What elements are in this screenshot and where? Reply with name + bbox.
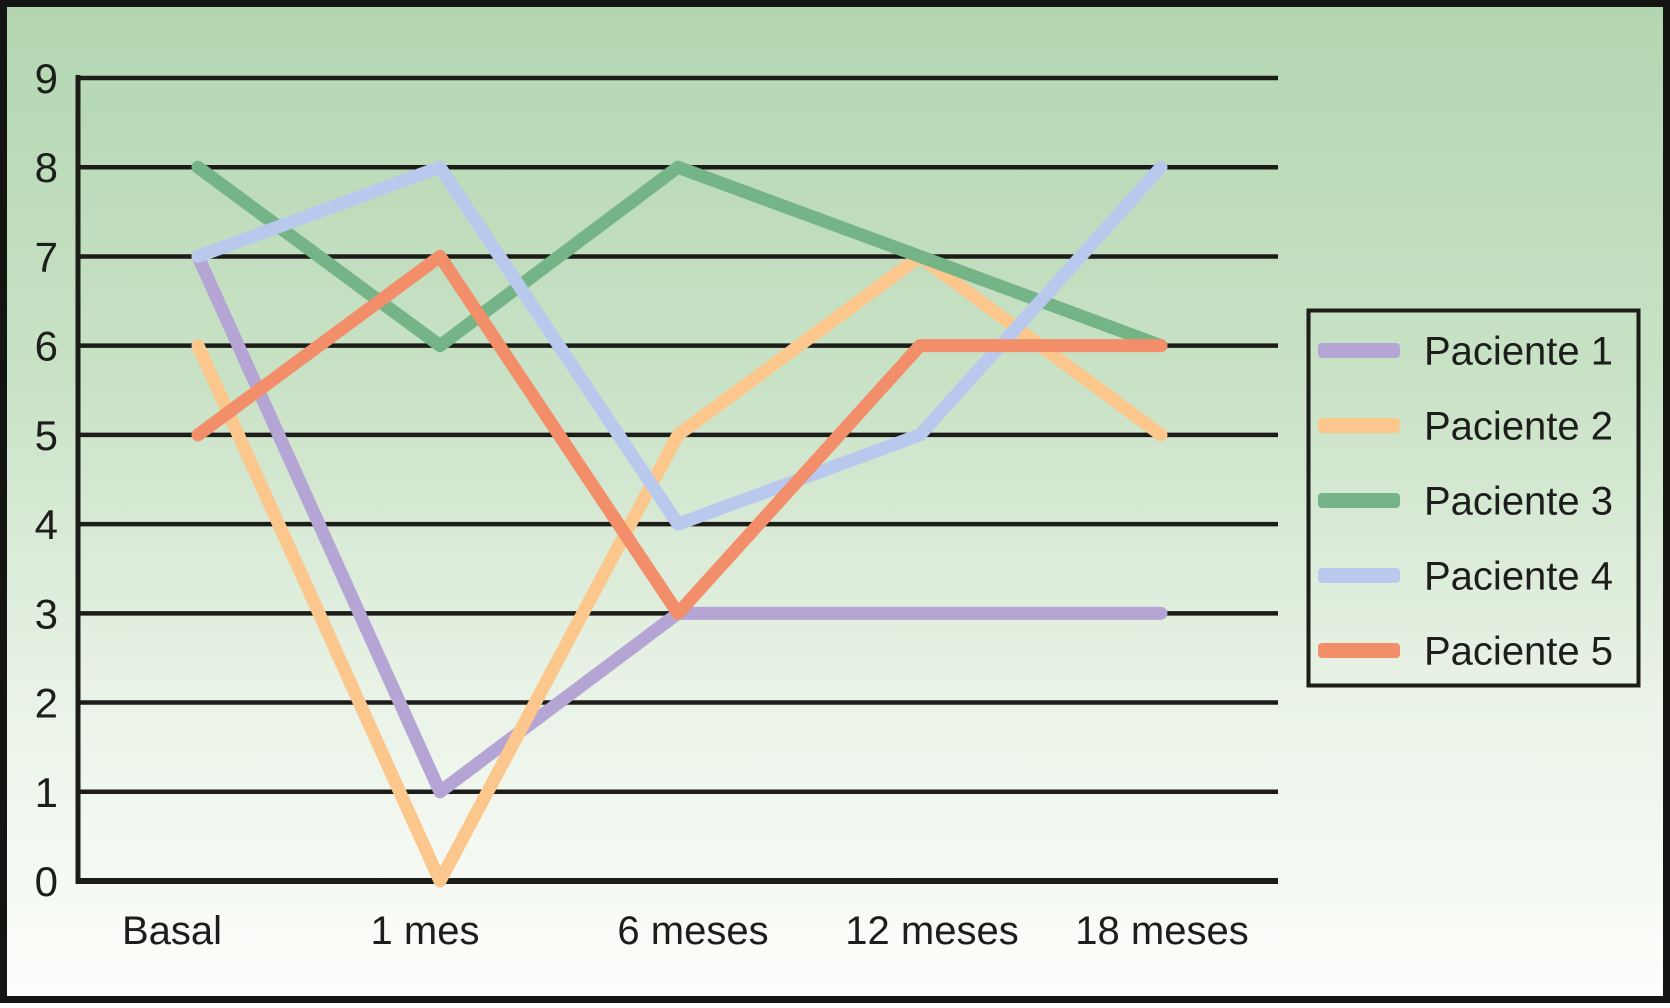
legend-swatch-paciente-1 bbox=[1318, 343, 1400, 358]
legend-swatch-paciente-3 bbox=[1318, 493, 1400, 508]
legend-box bbox=[1306, 308, 1641, 688]
y-tick-label: 8 bbox=[35, 144, 58, 191]
x-axis-label: 18 meses bbox=[1075, 909, 1248, 953]
y-tick-label: 9 bbox=[35, 55, 58, 102]
legend-item: Paciente 1 bbox=[1318, 330, 1613, 374]
x-axis-label: 12 meses bbox=[845, 909, 1018, 953]
legend-label: Paciente 5 bbox=[1424, 630, 1613, 674]
y-tick-label: 3 bbox=[35, 590, 58, 637]
y-tick-label: 1 bbox=[35, 769, 58, 816]
legend-item: Paciente 5 bbox=[1318, 630, 1613, 674]
legend-swatch-paciente-4 bbox=[1318, 568, 1400, 583]
legend-label: Paciente 3 bbox=[1424, 480, 1613, 524]
legend-swatch-paciente-5 bbox=[1318, 643, 1400, 658]
y-tick-label: 4 bbox=[35, 501, 58, 548]
y-tick-label: 6 bbox=[35, 323, 58, 370]
y-axis-tick-labels: 9 8 7 6 5 4 3 2 1 0 bbox=[35, 55, 58, 905]
series-line-paciente-3 bbox=[191, 160, 1168, 353]
legend-label: Paciente 4 bbox=[1424, 555, 1613, 599]
legend-item: Paciente 2 bbox=[1318, 405, 1613, 449]
legend-item: Paciente 4 bbox=[1318, 555, 1613, 599]
legend-label: Paciente 2 bbox=[1424, 405, 1613, 449]
series-line-paciente-5 bbox=[191, 249, 1168, 620]
legend-item: Paciente 3 bbox=[1318, 480, 1613, 524]
y-tick-label: 7 bbox=[35, 233, 58, 280]
y-tick-label: 2 bbox=[35, 680, 58, 727]
y-tick-label: 0 bbox=[35, 858, 58, 905]
x-axis-labels: Basal 1 mes 6 meses 12 meses 18 meses bbox=[122, 909, 1249, 953]
x-axis-label: 1 mes bbox=[371, 909, 480, 953]
x-axis-label: Basal bbox=[122, 909, 222, 953]
legend: Paciente 1 Paciente 2 Paciente 3 Paciente 4… bbox=[1306, 308, 1641, 688]
series-lines bbox=[191, 160, 1168, 888]
series-line-paciente-2 bbox=[191, 249, 1168, 888]
x-axis-label: 6 meses bbox=[617, 909, 768, 953]
y-tick-label: 5 bbox=[35, 412, 58, 459]
legend-label: Paciente 1 bbox=[1424, 330, 1613, 374]
legend-swatch-paciente-2 bbox=[1318, 418, 1400, 433]
